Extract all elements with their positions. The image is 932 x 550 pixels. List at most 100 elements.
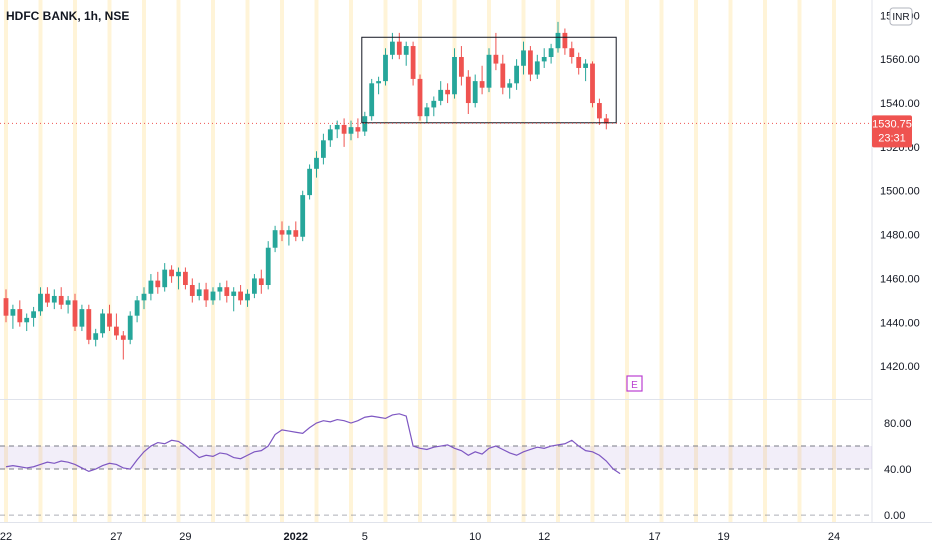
candle-body <box>210 291 216 301</box>
range-rectangle <box>361 36 617 124</box>
session-stripe <box>659 0 664 522</box>
candle-body <box>279 230 285 235</box>
candle-body <box>445 89 450 95</box>
candle-body <box>500 63 506 88</box>
time-tick-label: 12 <box>538 531 550 543</box>
candle-body <box>369 83 375 117</box>
candle-body <box>534 61 540 75</box>
session-stripe <box>590 0 595 522</box>
candle-body <box>417 78 423 117</box>
candle-body <box>541 57 547 62</box>
session-stripe <box>383 0 388 522</box>
session-stripe <box>521 0 526 522</box>
candle-body <box>314 157 319 169</box>
time-tick-label: 2022 <box>284 531 308 543</box>
candle-body <box>258 278 264 285</box>
candle-body <box>286 230 292 235</box>
time-tick-label: 17 <box>648 531 660 543</box>
session-stripe <box>728 0 733 522</box>
candle-body <box>120 335 126 340</box>
candle-body <box>127 315 133 340</box>
candle-body <box>300 195 306 237</box>
session-stripe <box>142 0 146 522</box>
candle-body <box>134 300 140 316</box>
candle-body <box>528 50 533 75</box>
price-tag: 1530.75 23:31 <box>872 115 912 148</box>
candle-body <box>521 50 526 66</box>
chart-title: HDFC BANK, 1h, NSE <box>6 9 129 23</box>
candle-body <box>438 89 444 101</box>
candle-body <box>514 65 519 84</box>
candle-body <box>431 100 437 108</box>
rsi-line <box>5 413 621 475</box>
candle-body <box>100 313 105 334</box>
candle-body <box>327 129 333 141</box>
session-stripe <box>176 0 181 522</box>
rsi-band <box>0 446 872 470</box>
candle-body <box>72 300 78 327</box>
candle-body <box>148 280 154 294</box>
candle-body <box>548 48 554 57</box>
rsi-tick-label: 80.00 <box>884 418 912 430</box>
candles <box>3 21 609 360</box>
candle-body <box>58 295 64 305</box>
session-stripe <box>487 0 491 522</box>
candle-body <box>355 127 361 132</box>
candle-body <box>383 54 388 82</box>
candle-body <box>562 32 568 49</box>
candle-body <box>403 46 409 55</box>
price-tick-label: 1560.00 <box>880 54 920 66</box>
candle-body <box>555 32 561 49</box>
candle-body <box>24 317 30 323</box>
candle-body <box>162 269 168 288</box>
candle-body <box>348 127 354 134</box>
price-axis[interactable]: 1420.001440.001460.001480.001500.001520.… <box>880 10 920 522</box>
session-stripe <box>797 0 802 522</box>
candle-body <box>93 333 99 340</box>
earnings-event-label: E <box>631 380 638 391</box>
candle-body <box>486 54 492 88</box>
candle-body <box>452 57 457 95</box>
price-tick-label: 1540.00 <box>880 98 920 110</box>
rsi-tick-label: 0.00 <box>884 510 905 522</box>
time-axis[interactable]: 22 27 29 2022 5 10 12 17 19 24 <box>0 531 840 543</box>
session-stripe <box>73 0 77 522</box>
candle-body <box>507 83 513 88</box>
candle-body <box>3 298 9 316</box>
price-tick-label: 1440.00 <box>880 317 920 329</box>
price-tag-value: 1530.75 <box>872 118 912 130</box>
candle-body <box>183 271 188 285</box>
candle-body <box>17 309 23 323</box>
candle-body <box>597 103 602 119</box>
candle-body <box>603 118 609 124</box>
earnings-event-marker[interactable]: E <box>626 375 643 392</box>
consolidation-box[interactable] <box>361 36 617 124</box>
candle-body <box>341 124 347 134</box>
session-stripe <box>314 0 319 522</box>
time-tick-label: 29 <box>179 531 191 543</box>
time-tick-label: 27 <box>110 531 122 543</box>
candle-body <box>321 140 326 158</box>
session-stripe <box>625 0 629 522</box>
session-stripe <box>832 0 836 522</box>
time-tick-label: 24 <box>828 531 840 543</box>
time-tick-label: 10 <box>469 531 481 543</box>
session-stripe <box>694 0 698 522</box>
candle-body <box>245 293 250 301</box>
candle-body <box>114 326 119 336</box>
candle-body <box>224 287 230 296</box>
candle-body <box>396 41 402 55</box>
candle-body <box>38 293 43 312</box>
time-tick-label: 19 <box>717 531 729 543</box>
candle-body <box>424 107 430 117</box>
candle-body <box>238 291 243 301</box>
candle-body <box>107 313 112 327</box>
candle-body <box>10 309 16 316</box>
price-tick-label: 1460.00 <box>880 273 920 285</box>
candle-body <box>203 289 209 301</box>
currency-button[interactable]: INR <box>889 7 913 26</box>
candle-body <box>459 57 464 77</box>
session-stripe <box>349 0 353 522</box>
candle-body <box>590 63 595 104</box>
